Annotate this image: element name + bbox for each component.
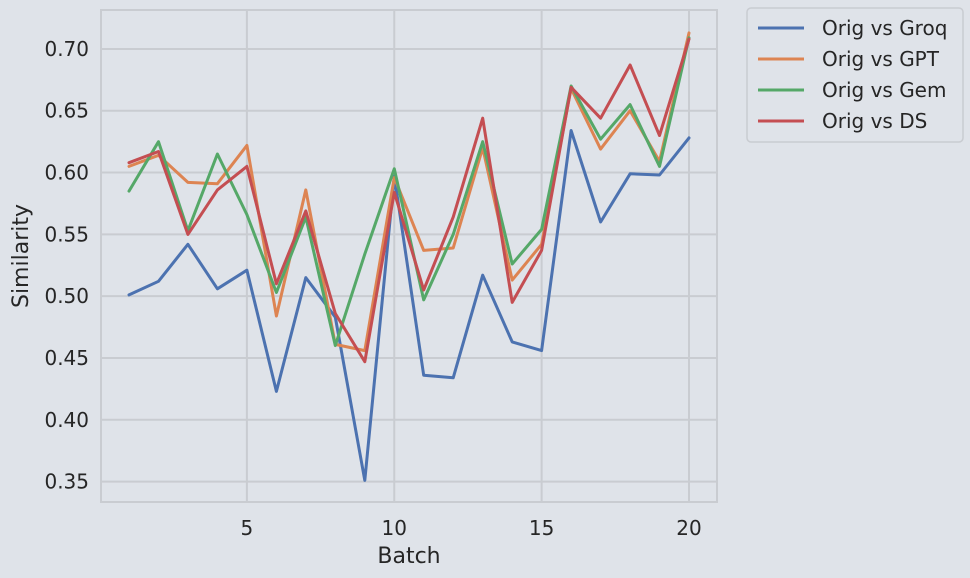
y-tick-label: 0.55 [44,222,89,246]
series-line [127,36,691,348]
series-line [127,31,691,353]
x-tick-label: 20 [676,516,701,540]
y-tick-label: 0.60 [44,161,89,185]
plot-area [101,10,717,502]
x-tick-label: 10 [382,516,407,540]
series-line [127,37,691,364]
y-tick-label: 0.35 [44,470,89,494]
series-line [127,129,691,482]
legend: Orig vs Groq Orig vs GPT Orig vs Gem Orig v… [746,7,964,143]
y-tick-label: 0.50 [44,284,89,308]
legend-label: Orig vs Gem [822,78,946,102]
legend-label: Orig vs GPT [822,47,940,71]
legend-box [746,7,964,143]
y-tick-label: 0.65 [44,99,89,123]
x-tick-label: 15 [529,516,554,540]
x-tick-label: 5 [241,516,254,540]
y-tick-label: 0.40 [44,408,89,432]
x-axis-label: Batch [377,544,440,569]
series-lines [127,31,691,482]
tick-labels: 0.35 0.40 0.45 0.50 0.55 0.60 0.65 0.70 5 10 15 20 [44,37,701,540]
y-tick-label: 0.45 [44,346,89,370]
plot-frame [100,9,718,503]
y-axis-label: Similarity [9,204,34,308]
legend-label: Orig vs DS [822,109,927,133]
legend-label: Orig vs Groq [822,16,947,40]
y-tick-label: 0.70 [44,37,89,61]
